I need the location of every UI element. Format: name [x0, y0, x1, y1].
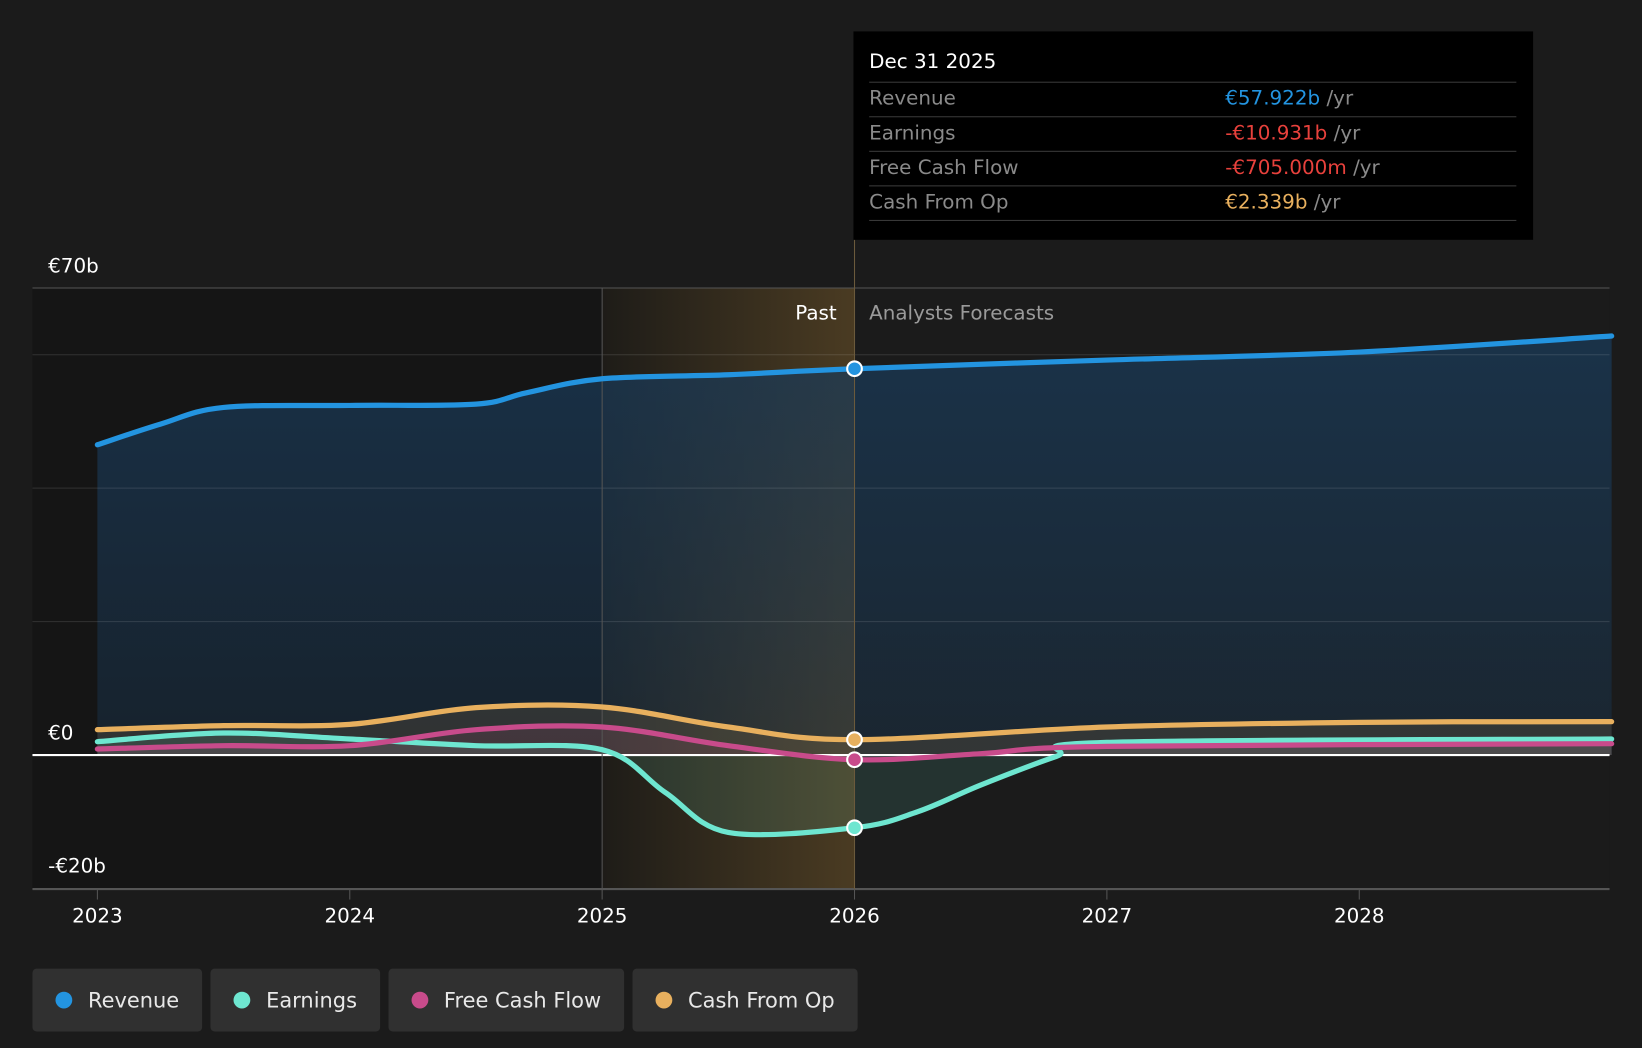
legend-dot-icon	[655, 991, 673, 1009]
tooltip-row: Revenue €57.922b /yr	[869, 81, 1517, 118]
tooltip: Dec 31 2025 Revenue €57.922b /yr Earnings -…	[853, 31, 1534, 240]
marker-revenue	[846, 360, 863, 378]
tooltip-label: Free Cash Flow	[869, 156, 1019, 180]
tooltip-value-number: -€705.000m	[1225, 156, 1347, 180]
marker-earnings	[846, 819, 863, 837]
forecast-label: Analysts Forecasts	[869, 301, 1054, 324]
x-tick-label: 2024	[324, 905, 375, 928]
marker-free-cash-flow	[846, 751, 863, 769]
line-cash-from-op	[94, 702, 1615, 743]
legend-label: Earnings	[266, 987, 357, 1013]
x-tick-label: 2023	[72, 905, 123, 928]
tooltip-value: -€10.931b /yr	[1225, 121, 1360, 144]
x-tick-label: 2028	[1334, 905, 1385, 928]
legend-label: Cash From Op	[688, 987, 835, 1013]
tooltip-value-number: €57.922b	[1225, 86, 1321, 110]
legend-item-cash-from-op[interactable]: Cash From Op	[632, 968, 858, 1032]
tooltip-date: Dec 31 2025	[869, 50, 997, 74]
tooltip-label: Cash From Op	[869, 190, 1009, 214]
legend-item-free-cash-flow[interactable]: Free Cash Flow	[388, 968, 625, 1032]
tooltip-value: -€705.000m /yr	[1225, 156, 1380, 179]
line-free-cash-flow	[94, 723, 1615, 763]
x-tick-label: 2026	[829, 905, 880, 928]
tooltip-unit: /yr	[1353, 156, 1380, 180]
legend-dot-icon	[411, 991, 429, 1009]
tooltip-unit: /yr	[1313, 190, 1341, 214]
legend-item-earnings[interactable]: Earnings	[210, 968, 381, 1032]
tooltip-row: Earnings -€10.931b /yr	[869, 116, 1517, 152]
legend-dot-icon	[55, 991, 73, 1009]
legend-label: Free Cash Flow	[443, 987, 602, 1013]
tooltip-divider	[869, 219, 1517, 221]
tooltip-row: Cash From Op €2.339b /yr	[869, 185, 1517, 221]
area-free-cash-flow	[97, 725, 1612, 760]
legend-item-revenue[interactable]: Revenue	[32, 968, 203, 1032]
tooltip-unit: /yr	[1333, 121, 1361, 145]
legend-dot-icon	[233, 991, 251, 1009]
x-tick-label: 2027	[1082, 905, 1133, 928]
y-tick-label: -€20b	[48, 854, 106, 877]
tooltip-unit: /yr	[1326, 86, 1354, 110]
line-revenue	[94, 333, 1615, 448]
tooltip-label: Earnings	[869, 121, 956, 145]
tooltip-value-number: -€10.931b	[1225, 121, 1328, 145]
y-tick-label: €70b	[48, 254, 99, 277]
x-tick-label: 2025	[577, 905, 628, 928]
line-earnings	[94, 730, 1615, 838]
legend: Revenue Earnings Free Cash Flow Cash From O…	[32, 968, 858, 1032]
tooltip-label: Revenue	[869, 86, 956, 110]
tooltip-value: €57.922b /yr	[1225, 87, 1353, 110]
y-tick-label: €0	[48, 721, 73, 744]
marker-cash-from-op	[846, 731, 863, 749]
past-label: Past	[795, 301, 837, 324]
legend-label: Revenue	[87, 987, 180, 1013]
tooltip-value: €2.339b /yr	[1225, 191, 1340, 214]
tooltip-value-number: €2.339b	[1225, 190, 1308, 214]
tooltip-row: Free Cash Flow -€705.000m /yr	[869, 150, 1517, 187]
